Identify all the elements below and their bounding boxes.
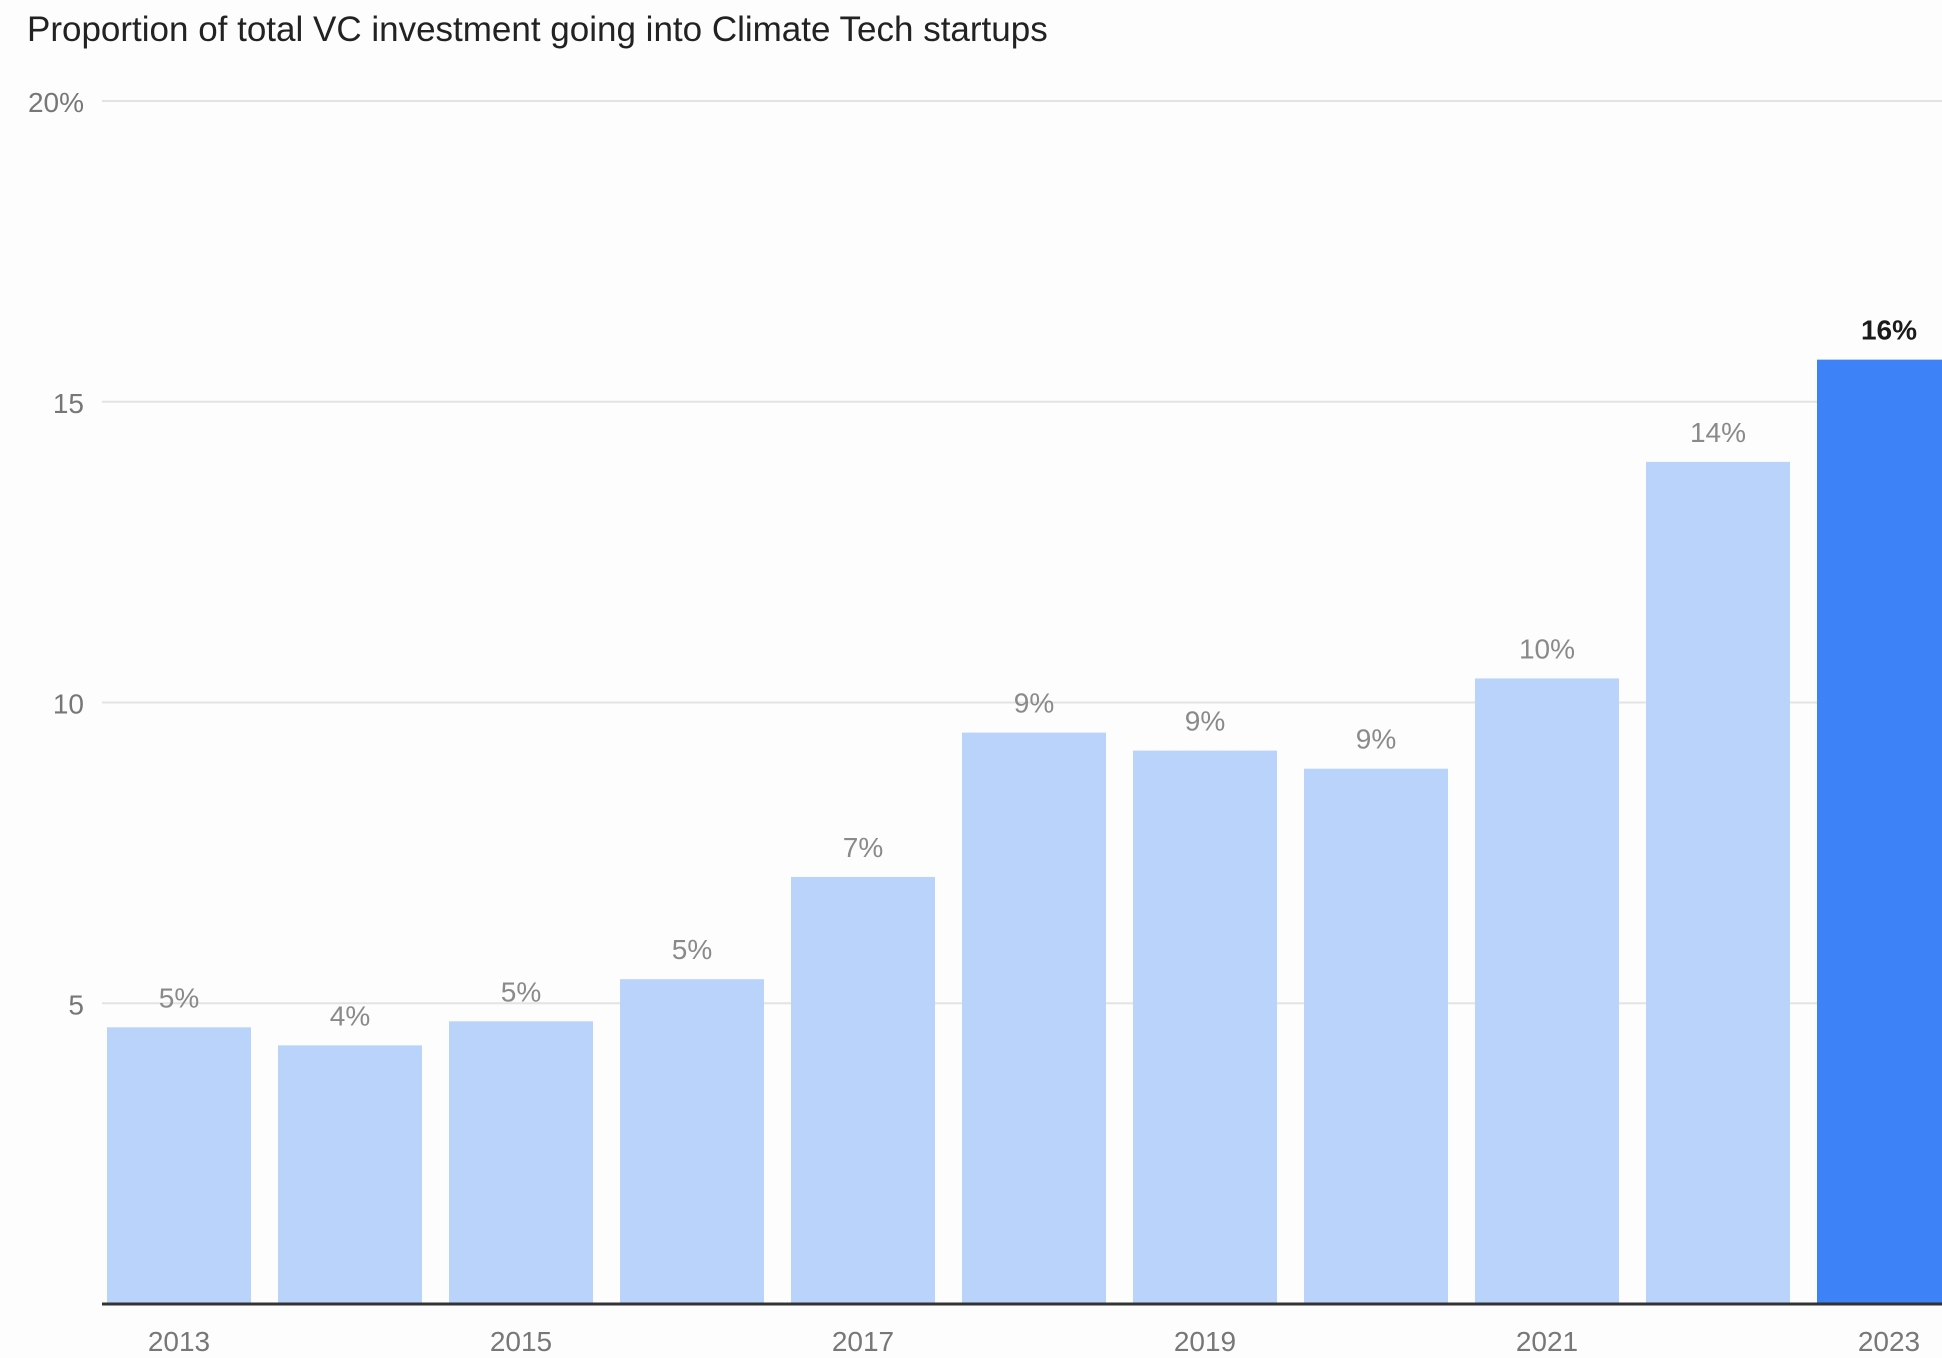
data-label: 10% [1519,633,1575,664]
x-tick-label: 2017 [832,1326,894,1357]
y-axis-tick-labels: 5 10 15 20% [28,87,84,1020]
bar [791,876,935,1304]
data-label: 5% [672,934,712,965]
chart-title: Proportion of total VC investment going … [27,10,1048,49]
data-label: 9% [1185,706,1225,737]
data-label: 5% [159,982,199,1013]
x-tick-label: 2015 [490,1326,552,1357]
y-tick-label: 10 [53,689,84,720]
y-tick-label: 20% [28,87,84,118]
bar [449,1021,593,1304]
bar [1304,768,1448,1304]
x-tick-label: 2021 [1516,1326,1578,1357]
data-label: 9% [1014,688,1054,719]
bar [1817,359,1942,1304]
data-label: 16% [1861,315,1917,346]
bar [278,1045,422,1304]
bar [107,1027,251,1304]
data-label: 14% [1690,417,1746,448]
x-tick-label: 2019 [1174,1326,1236,1357]
gridlines [102,100,1942,1005]
data-label: 4% [330,1000,370,1031]
data-label: 7% [843,832,883,863]
bar [620,979,764,1304]
data-label: 5% [501,976,541,1007]
data-label: 9% [1356,724,1396,755]
x-axis-tick-labels: 2013 2015 2017 2019 2021 2023 [148,1326,1920,1357]
data-labels: 5% 4% 5% 5% 7% 9% 9% 9% 10% 14% 16% [159,315,1917,1032]
x-tick-label: 2023 [1858,1326,1920,1357]
bars [107,359,1942,1304]
x-tick-label: 2013 [148,1326,210,1357]
y-tick-label: 5 [68,989,84,1020]
bar [1133,750,1277,1304]
bar [962,732,1106,1304]
bar [1475,678,1619,1304]
y-tick-label: 15 [53,388,84,419]
bar [1646,461,1790,1304]
